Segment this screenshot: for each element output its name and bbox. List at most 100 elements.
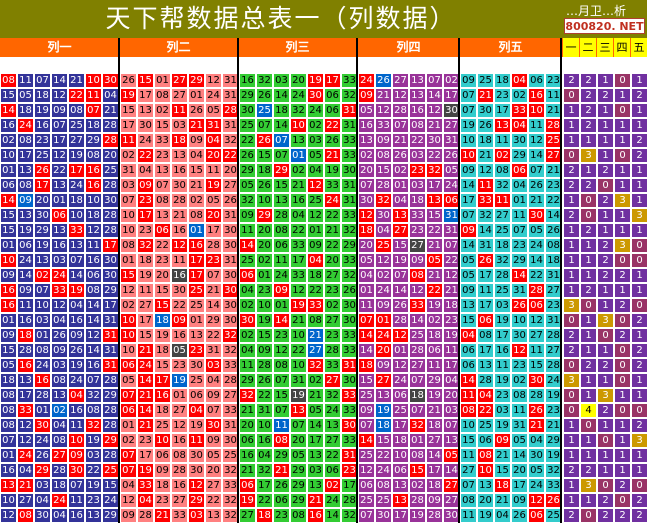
number-cell: 06 bbox=[529, 509, 544, 522]
number-cell: 19 bbox=[86, 479, 101, 492]
stat-cell: 1 bbox=[581, 164, 596, 177]
number-cell: 19 bbox=[495, 374, 510, 387]
number-cell: 20 bbox=[223, 164, 238, 177]
number-cell: 17 bbox=[512, 479, 527, 492]
number-cell: 31 bbox=[223, 74, 238, 87]
number-cell: 11 bbox=[172, 254, 187, 267]
number-cell: 17 bbox=[461, 194, 476, 207]
group-header-1: 列一 bbox=[47, 40, 72, 54]
stat-cell: 1 bbox=[632, 224, 647, 237]
number-cell: 11 bbox=[86, 89, 101, 102]
number-cell: 20 bbox=[257, 239, 272, 252]
stat-cell: 1 bbox=[615, 164, 630, 177]
number-cell: 29 bbox=[291, 464, 306, 477]
number-cell: 11 bbox=[240, 224, 255, 237]
number-cell: 25 bbox=[478, 74, 493, 87]
stat-cell: 1 bbox=[564, 224, 579, 237]
number-cell: 07 bbox=[359, 314, 374, 327]
number-cell: 06 bbox=[529, 299, 544, 312]
number-cell: 16 bbox=[86, 179, 101, 192]
number-cell: 25 bbox=[376, 494, 391, 507]
number-cell: 10 bbox=[529, 104, 544, 117]
number-cell: 15 bbox=[461, 314, 476, 327]
group-header-2: 列二 bbox=[166, 40, 191, 54]
number-cell: 07 bbox=[69, 254, 84, 267]
number-cell: 16 bbox=[1, 119, 16, 132]
number-cell: 25 bbox=[359, 389, 374, 402]
stat-cell: 3 bbox=[598, 389, 613, 402]
number-cell: 13 bbox=[308, 479, 323, 492]
number-cell: 31 bbox=[103, 344, 118, 357]
number-cell: 17 bbox=[478, 299, 493, 312]
number-cell: 01 bbox=[1, 314, 16, 327]
number-cell: 09 bbox=[206, 434, 221, 447]
site-badge[interactable]: 800820. NET bbox=[564, 18, 645, 34]
number-cell: 18 bbox=[257, 164, 272, 177]
number-cell: 13 bbox=[18, 209, 33, 222]
number-cell: 01 bbox=[189, 89, 204, 102]
number-cell: 30 bbox=[240, 104, 255, 117]
number-cell: 23 bbox=[546, 299, 561, 312]
number-cell: 16 bbox=[291, 194, 306, 207]
stat-cell: 0 bbox=[615, 254, 630, 267]
number-cell: 09 bbox=[461, 224, 476, 237]
number-cell: 28 bbox=[18, 344, 33, 357]
number-cell: 13 bbox=[69, 239, 84, 252]
number-cell: 06 bbox=[359, 479, 374, 492]
number-cell: 26 bbox=[257, 134, 272, 147]
number-cell: 25 bbox=[103, 464, 118, 477]
number-cell: 33 bbox=[342, 434, 357, 447]
number-cell: 29 bbox=[86, 134, 101, 147]
number-cell: 21 bbox=[495, 494, 510, 507]
number-cell: 01 bbox=[393, 179, 408, 192]
stat-cell: 0 bbox=[615, 404, 630, 417]
number-cell: 18 bbox=[410, 389, 425, 402]
number-cell: 08 bbox=[86, 284, 101, 297]
number-cell: 12 bbox=[359, 464, 374, 477]
number-cell: 24 bbox=[35, 359, 50, 372]
number-cell: 04 bbox=[206, 134, 221, 147]
number-cell: 08 bbox=[189, 209, 204, 222]
number-cell: 10 bbox=[291, 119, 306, 132]
number-cell: 21 bbox=[427, 239, 442, 252]
number-cell: 24 bbox=[291, 89, 306, 102]
number-cell: 27 bbox=[52, 449, 67, 462]
number-cell: 11 bbox=[529, 344, 544, 357]
number-cell: 03 bbox=[189, 509, 204, 522]
number-cell: 17 bbox=[393, 509, 408, 522]
number-cell: 11 bbox=[86, 239, 101, 252]
number-cell: 06 bbox=[18, 239, 33, 252]
number-cell: 13 bbox=[138, 104, 153, 117]
number-cell: 21 bbox=[478, 89, 493, 102]
number-cell: 24 bbox=[35, 434, 50, 447]
number-cell: 17 bbox=[121, 119, 136, 132]
number-cell: 22 bbox=[444, 254, 459, 267]
number-cell: 25 bbox=[35, 149, 50, 162]
number-cell: 03 bbox=[410, 149, 425, 162]
number-cell: 05 bbox=[1, 359, 16, 372]
number-cell: 23 bbox=[274, 329, 289, 342]
number-cell: 07 bbox=[512, 224, 527, 237]
number-cell: 14 bbox=[1, 104, 16, 117]
number-cell: 21 bbox=[427, 119, 442, 132]
number-cell: 01 bbox=[121, 254, 136, 267]
number-cell: 03 bbox=[86, 449, 101, 462]
number-cell: 30 bbox=[342, 314, 357, 327]
number-cell: 19 bbox=[291, 389, 306, 402]
stat-cell: 0 bbox=[615, 374, 630, 387]
stat-cell: 2 bbox=[632, 134, 647, 147]
number-cell: 10 bbox=[257, 419, 272, 432]
stat-cell: 2 bbox=[615, 269, 630, 282]
number-cell: 32 bbox=[546, 464, 561, 477]
number-cell: 30 bbox=[376, 509, 391, 522]
number-cell: 30 bbox=[206, 419, 221, 432]
number-cell: 23 bbox=[138, 434, 153, 447]
number-cell: 24 bbox=[529, 239, 544, 252]
number-cell: 18 bbox=[86, 119, 101, 132]
number-cell: 26 bbox=[393, 149, 408, 162]
number-cell: 21 bbox=[427, 404, 442, 417]
number-cell: 04 bbox=[18, 464, 33, 477]
stat-cell: 2 bbox=[581, 179, 596, 192]
number-cell: 14 bbox=[427, 89, 442, 102]
stat-cell: 1 bbox=[564, 254, 579, 267]
